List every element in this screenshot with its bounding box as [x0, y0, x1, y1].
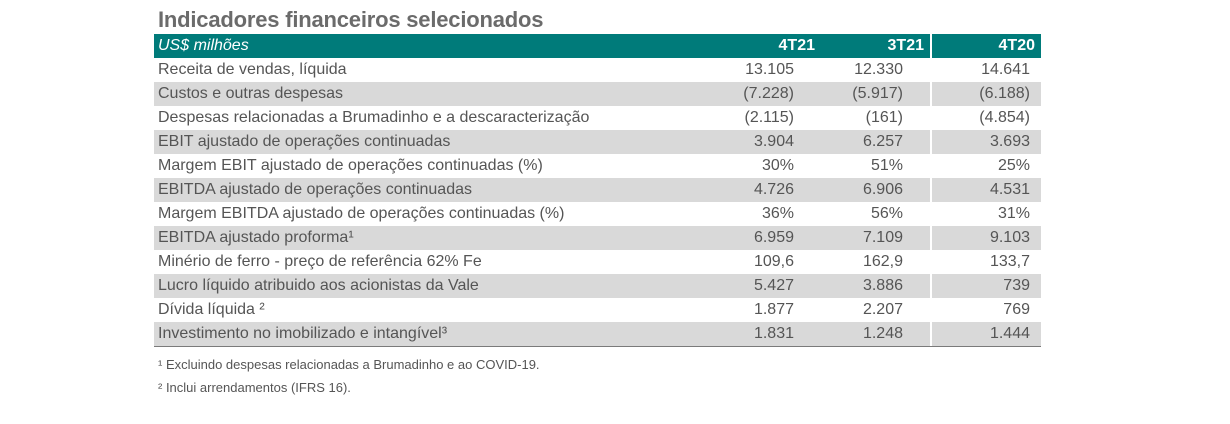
table-row: Receita de vendas, líquida 13.105 12.330… — [154, 58, 1041, 82]
cell-4t20: 4.531 — [932, 178, 1041, 202]
cell-3t21: 7.109 — [821, 226, 930, 250]
table-row: Minério de ferro - preço de referência 6… — [154, 250, 1041, 274]
cell-3t21: 1.248 — [821, 322, 930, 347]
cell-4t20: 133,7 — [989, 253, 1030, 270]
unit-label: US$ milhões — [154, 34, 712, 58]
table-header-row: US$ milhões 4T21 3T21 4T20 — [154, 34, 1041, 58]
table-row: EBITDA ajustado de operações continuadas… — [154, 178, 1041, 202]
table-row: Investimento no imobilizado e intangível… — [154, 322, 1041, 347]
cell-3t21: (161) — [865, 109, 903, 126]
footnote: ² Inclui arrendamentos (IFRS 16). — [158, 380, 351, 395]
cell-3t21: 12.330 — [854, 61, 903, 78]
cell-4t21: 6.959 — [712, 226, 821, 250]
cell-4t21: 5.427 — [712, 274, 821, 298]
table-row: Despesas relacionadas a Brumadinho e a d… — [154, 106, 1041, 130]
table-row: Margem EBITDA ajustado de operações cont… — [154, 202, 1041, 226]
cell-3t21: 2.207 — [862, 301, 903, 318]
column-divider — [930, 322, 932, 347]
financial-table: US$ milhões 4T21 3T21 4T20 Receita de ve… — [154, 34, 1041, 347]
row-label: Lucro líquido atribuido aos acionistas d… — [154, 274, 712, 298]
column-header-3t21: 3T21 — [821, 34, 930, 58]
cell-3t21: (5.917) — [821, 82, 930, 106]
row-label: Minério de ferro - preço de referência 6… — [158, 253, 482, 270]
cell-4t20: (6.188) — [932, 82, 1041, 106]
cell-4t20: 31% — [997, 205, 1030, 222]
row-label: Dívida líquida ² — [158, 301, 265, 318]
column-header-4t21: 4T21 — [712, 34, 821, 58]
row-label: Investimento no imobilizado e intangível… — [154, 322, 712, 347]
cell-4t21: 4.726 — [712, 178, 821, 202]
row-label: EBITDA ajustado proforma¹ — [154, 226, 712, 250]
cell-3t21: 3.886 — [821, 274, 930, 298]
cell-4t20: (4.854) — [979, 109, 1030, 126]
cell-4t21: (7.228) — [712, 82, 821, 106]
cell-4t21: (2.115) — [744, 109, 794, 126]
cell-4t21: 13.105 — [745, 61, 794, 78]
cell-3t21: 6.906 — [821, 178, 930, 202]
cell-4t20: 739 — [932, 274, 1041, 298]
row-label: EBIT ajustado de operações continuadas — [154, 130, 712, 154]
cell-4t21: 30% — [761, 157, 794, 174]
cell-4t21: 109,6 — [753, 253, 794, 270]
table-row: EBITDA ajustado proforma¹ 6.959 7.109 9.… — [154, 226, 1041, 250]
cell-3t21: 6.257 — [821, 130, 930, 154]
cell-4t20: 9.103 — [932, 226, 1041, 250]
table-row: Dívida líquida ² 1.877 2.207 769 — [154, 298, 1041, 322]
cell-3t21: 51% — [870, 157, 903, 174]
cell-4t21: 3.904 — [712, 130, 821, 154]
table-row: Lucro líquido atribuido aos acionistas d… — [154, 274, 1041, 298]
row-label: Receita de vendas, líquida — [158, 61, 347, 78]
column-divider — [930, 274, 932, 298]
cell-4t20: 14.641 — [981, 61, 1030, 78]
row-label: Margem EBITDA ajustado de operações cont… — [158, 205, 565, 222]
footnote: ¹ Excluindo despesas relacionadas a Brum… — [158, 357, 540, 372]
column-divider — [930, 178, 932, 202]
page-title: Indicadores financeiros selecionados — [158, 7, 544, 32]
column-divider — [930, 130, 932, 154]
column-divider — [930, 82, 932, 106]
cell-4t20: 25% — [997, 157, 1030, 174]
table-row: EBIT ajustado de operações continuadas 3… — [154, 130, 1041, 154]
column-divider — [930, 226, 932, 250]
cell-4t20: 1.444 — [932, 322, 1041, 347]
cell-4t21: 36% — [761, 205, 794, 222]
cell-3t21: 162,9 — [862, 253, 903, 270]
row-label: Despesas relacionadas a Brumadinho e a d… — [158, 109, 590, 126]
financial-indicators-panel: Indicadores financeiros selecionados US$… — [154, 6, 1041, 399]
column-divider — [930, 34, 932, 58]
cell-4t20: 769 — [1003, 301, 1030, 318]
cell-3t21: 56% — [870, 205, 903, 222]
cell-4t20: 3.693 — [932, 130, 1041, 154]
footnotes: ¹ Excluindo despesas relacionadas a Brum… — [154, 353, 1041, 399]
cell-4t21: 1.877 — [753, 301, 794, 318]
row-label: Margem EBIT ajustado de operações contin… — [158, 157, 543, 174]
row-label: EBITDA ajustado de operações continuadas — [154, 178, 712, 202]
row-label: Custos e outras despesas — [154, 82, 712, 106]
table-row: Custos e outras despesas (7.228) (5.917)… — [154, 82, 1041, 106]
column-header-4t20: 4T20 — [932, 34, 1041, 58]
table-row: Margem EBIT ajustado de operações contin… — [154, 154, 1041, 178]
cell-4t21: 1.831 — [712, 322, 821, 347]
